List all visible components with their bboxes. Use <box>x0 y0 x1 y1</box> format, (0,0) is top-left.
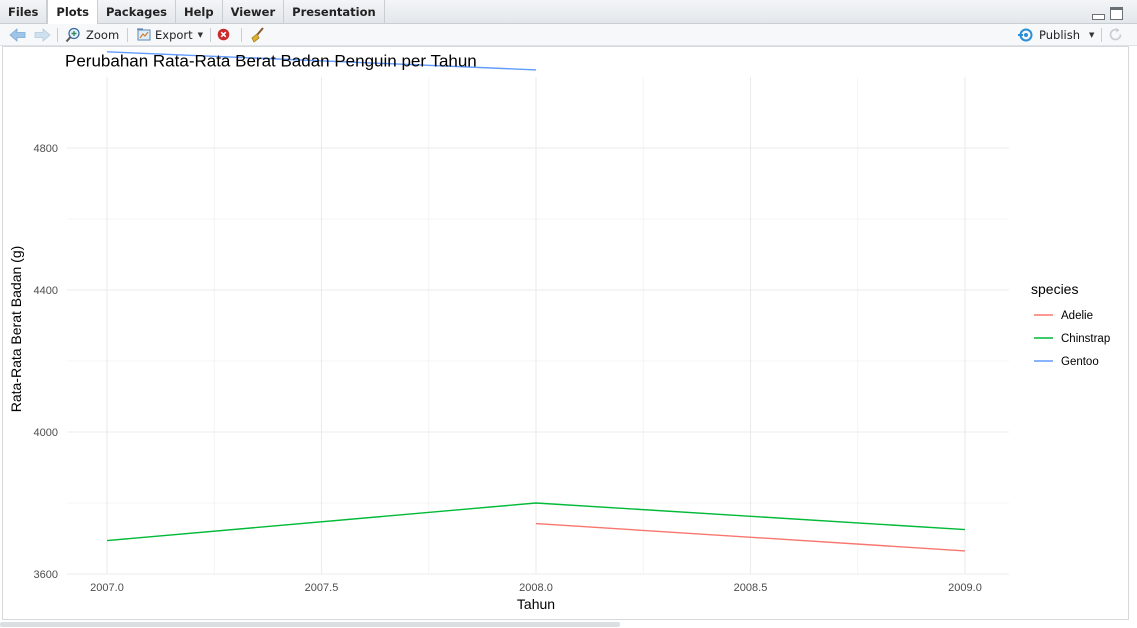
tab-help[interactable]: Help <box>176 0 223 23</box>
tab-plots[interactable]: Plots <box>47 0 99 24</box>
legend-title: species <box>1031 281 1078 297</box>
y-tick-label: 4800 <box>34 143 58 155</box>
y-axis-ticks: 3600 4000 4400 4800 <box>34 143 58 581</box>
legend-label-chinstrap: Chinstrap <box>1061 333 1110 345</box>
pane-tabs: Files Plots Packages Help Viewer Present… <box>0 0 385 24</box>
refresh-icon <box>1109 28 1122 41</box>
y-tick-label: 3600 <box>34 569 58 581</box>
horizontal-scrollbar[interactable] <box>0 622 620 627</box>
toolbar-divider <box>210 28 211 42</box>
maximize-pane-icon[interactable] <box>1110 7 1123 20</box>
tab-files[interactable]: Files <box>0 0 48 23</box>
series-lines <box>106 51 966 552</box>
window-controls <box>1092 6 1123 20</box>
x-axis-ticks: 2007.0 2007.5 2008.0 2008.5 2009.0 <box>90 582 982 594</box>
tab-presentation[interactable]: Presentation <box>284 0 385 23</box>
toolbar-divider <box>241 28 242 42</box>
export-button[interactable]: Export ▼ <box>136 24 203 45</box>
publish-icon <box>1018 28 1033 41</box>
pane-tabbar: Files Plots Packages Help Viewer Present… <box>0 0 1137 24</box>
arrow-right-icon <box>34 27 51 42</box>
series-line-chinstrap <box>106 502 966 542</box>
chart-title: Perubahan Rata-Rata Berat Badan Penguin … <box>65 52 477 71</box>
chevron-down-icon: ▼ <box>197 30 204 39</box>
series-line-adelie <box>535 522 966 552</box>
chevron-down-icon: ▼ <box>1089 30 1095 39</box>
publish-button[interactable]: Publish ▼ <box>1018 24 1094 45</box>
tab-viewer[interactable]: Viewer <box>223 0 285 23</box>
zoom-icon <box>65 27 80 42</box>
publish-label: Publish <box>1039 27 1080 42</box>
toolbar-divider <box>57 28 58 42</box>
y-axis-label: Rata-Rata Berat Badan (g) <box>8 246 24 413</box>
clear-all-plots-button[interactable] <box>249 24 265 45</box>
refresh-button[interactable] <box>1108 24 1123 45</box>
toolbar-divider <box>127 28 128 42</box>
x-tick-label: 2009.0 <box>948 582 982 594</box>
export-label: Export <box>155 27 193 42</box>
series-line-gentoo <box>106 51 537 71</box>
remove-plot-icon <box>217 28 230 41</box>
zoom-label: Zoom <box>86 27 120 42</box>
toolbar-divider <box>1101 28 1102 42</box>
x-axis-label: Tahun <box>517 596 555 612</box>
line-chart: 2007.0 2007.5 2008.0 2008.5 2009.0 3600 4000 4… <box>8 51 1110 612</box>
x-tick-label: 2008.5 <box>734 582 768 594</box>
remove-plot-button[interactable] <box>217 24 230 45</box>
back-button[interactable] <box>9 24 26 45</box>
plots-toolbar: Zoom Export ▼ Publish ▼ <box>0 24 1137 46</box>
plot-viewer: 2007.0 2007.5 2008.0 2008.5 2009.0 3600 4000 4… <box>2 46 1129 620</box>
minimize-pane-icon[interactable] <box>1092 14 1105 20</box>
broom-icon <box>251 26 264 43</box>
tab-packages[interactable]: Packages <box>98 0 176 23</box>
x-tick-label: 2008.0 <box>519 582 553 594</box>
forward-button[interactable] <box>34 24 51 45</box>
minor-grid <box>67 77 1009 574</box>
legend-label-adelie: Adelie <box>1061 310 1093 322</box>
x-tick-label: 2007.0 <box>90 582 124 594</box>
major-grid <box>67 77 1009 575</box>
y-tick-label: 4000 <box>34 427 58 439</box>
export-icon <box>137 28 151 41</box>
x-tick-label: 2007.5 <box>305 582 339 594</box>
y-tick-label: 4400 <box>34 285 58 297</box>
legend: species Adelie Chinstrap Gentoo <box>1031 281 1110 368</box>
arrow-left-icon <box>9 27 26 42</box>
zoom-button[interactable]: Zoom <box>65 24 119 45</box>
legend-label-gentoo: Gentoo <box>1061 356 1099 368</box>
